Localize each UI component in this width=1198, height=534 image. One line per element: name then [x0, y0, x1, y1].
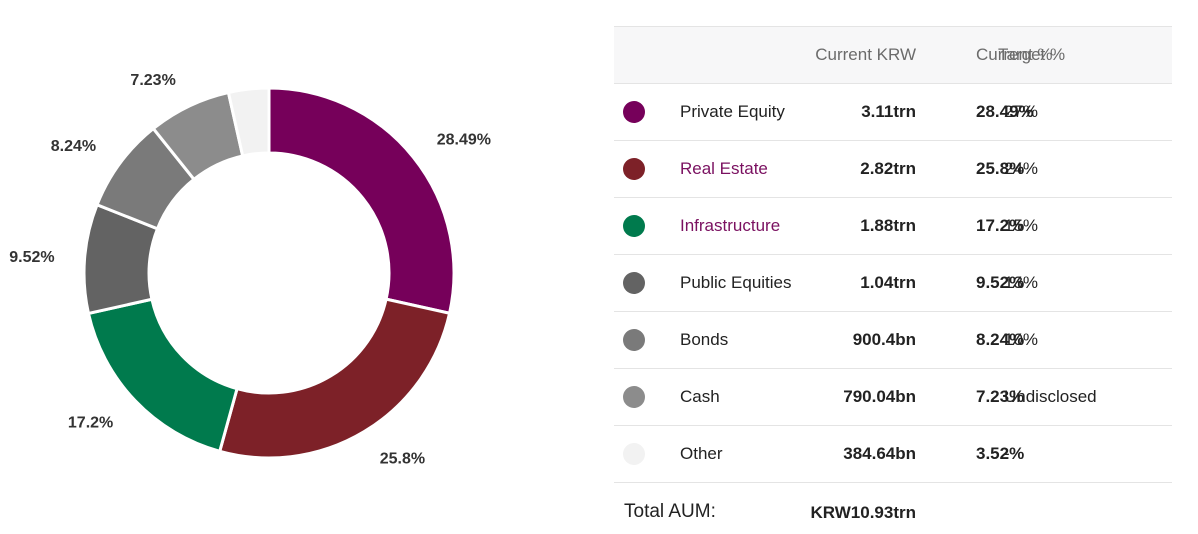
header-color-spacer — [614, 26, 680, 84]
current-pct-value: 9.52% — [916, 254, 1024, 312]
legend-cell — [614, 368, 680, 426]
legend-color-dot — [623, 215, 645, 237]
header-name-spacer — [680, 26, 810, 84]
legend-cell — [614, 254, 680, 312]
current-krw-value: 2.82trn — [810, 140, 916, 198]
total-spacer — [998, 482, 1172, 534]
header-target-pct: Target % — [998, 26, 1172, 84]
asset-class-name: Bonds — [680, 311, 810, 369]
slice-value-label: 7.23% — [130, 72, 175, 89]
legend-color-dot — [623, 272, 645, 294]
donut-slice-real-estate[interactable] — [217, 297, 452, 460]
slice-value-label: 25.8% — [380, 450, 425, 467]
current-pct-value: 7.23% — [916, 368, 1024, 426]
slice-value-label: 17.2% — [68, 414, 113, 431]
current-krw-value: 1.04trn — [810, 254, 916, 312]
table-row: Private Equity 3.11trn 28.49% 27% — [614, 83, 1172, 141]
total-aum-value: KRW10.93trn — [810, 482, 916, 534]
slice-value-label: 9.52% — [9, 249, 54, 266]
donut-slice-other[interactable] — [226, 86, 271, 158]
current-krw-value: 384.64bn — [810, 425, 916, 483]
current-krw-value: 900.4bn — [810, 311, 916, 369]
current-krw-value: 3.11trn — [810, 83, 916, 141]
asset-class-link[interactable]: Real Estate — [680, 140, 810, 198]
current-krw-value: 1.88trn — [810, 197, 916, 255]
allocation-table: Current KRW Current % Target % Private E… — [614, 26, 1172, 534]
target-pct-value: 13% — [998, 254, 1172, 312]
target-pct-value: 10% — [998, 311, 1172, 369]
legend-color-dot — [623, 386, 645, 408]
current-pct-value: 25.8% — [916, 140, 1024, 198]
legend-color-dot — [623, 443, 645, 465]
target-pct-value: 27% — [998, 83, 1172, 141]
asset-class-name: Cash — [680, 368, 810, 426]
legend-cell — [614, 140, 680, 198]
table-row: Cash 790.04bn 7.23% Undisclosed — [614, 368, 1172, 426]
total-spacer — [916, 482, 998, 534]
header-current-krw: Current KRW — [810, 26, 916, 84]
table-row: Other 384.64bn 3.52% - — [614, 425, 1172, 483]
allocation-donut-chart: 28.49% 25.8% 17.2% 9.52% 8.24% 7.23% — [9, 72, 491, 467]
legend-color-dot — [623, 158, 645, 180]
current-pct-value: 17.2% — [916, 197, 1024, 255]
donut-slice-private-equity[interactable] — [267, 86, 456, 316]
slice-value-label: 28.49% — [437, 132, 491, 149]
target-pct-value: 15% — [998, 197, 1172, 255]
total-aum-label: Total AUM: — [614, 482, 810, 534]
legend-cell — [614, 311, 680, 369]
slice-value-label: 8.24% — [51, 138, 96, 155]
legend-cell — [614, 197, 680, 255]
table-row: Bonds 900.4bn 8.24% 10% — [614, 311, 1172, 369]
legend-cell — [614, 425, 680, 483]
current-krw-value: 790.04bn — [810, 368, 916, 426]
current-pct-value: 28.49% — [916, 83, 1034, 141]
asset-class-name: Public Equities — [680, 254, 810, 312]
asset-class-name: Private Equity — [680, 83, 810, 141]
table-body: Private Equity 3.11trn 28.49% 27% Real Estat… — [614, 83, 1172, 483]
asset-class-name: Other — [680, 425, 810, 483]
legend-cell — [614, 83, 680, 141]
table-header-row: Current KRW Current % Target % — [614, 26, 1172, 84]
target-pct-value: - — [998, 425, 1172, 483]
table-row: Infrastructure 1.88trn 17.2% 15% — [614, 197, 1172, 255]
table-row: Real Estate 2.82trn 25.8% 24% — [614, 140, 1172, 198]
current-pct-value: 8.24% — [916, 311, 1024, 369]
table-row: Public Equities 1.04trn 9.52% 13% — [614, 254, 1172, 312]
total-row: Total AUM: KRW10.93trn — [614, 482, 1172, 534]
target-pct-value: Undisclosed — [998, 368, 1172, 426]
target-pct-value: 24% — [998, 140, 1172, 198]
header-current-pct: Current % — [916, 26, 1053, 84]
legend-color-dot — [623, 101, 645, 123]
legend-color-dot — [623, 329, 645, 351]
current-pct-value: 3.52% — [916, 425, 1024, 483]
asset-class-link[interactable]: Infrastructure — [680, 197, 810, 255]
